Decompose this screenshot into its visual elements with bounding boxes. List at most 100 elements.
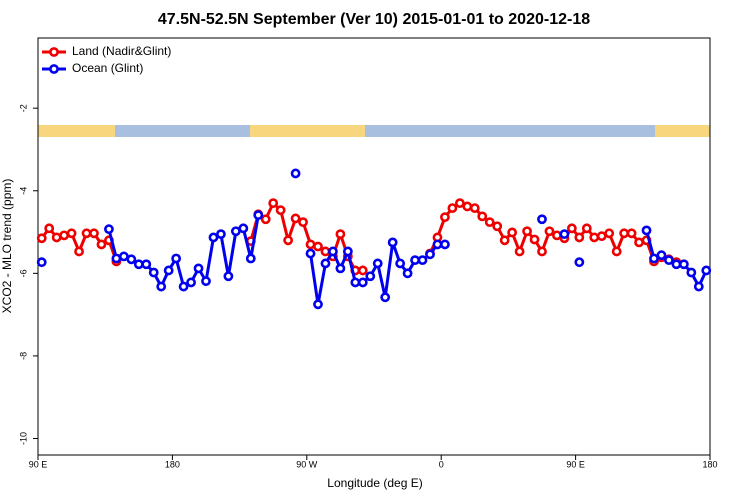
data-point: [305, 239, 316, 250]
data-point: [634, 237, 644, 248]
data-point: [36, 233, 47, 244]
data-point: [290, 168, 301, 179]
data-point: [664, 255, 674, 266]
data-point: [193, 263, 204, 274]
data-point: [275, 205, 286, 216]
x-tick-label: 0: [439, 459, 444, 469]
data-point: [477, 211, 488, 222]
data-point: [649, 253, 659, 264]
data-point: [686, 267, 697, 278]
data-point: [253, 210, 264, 221]
data-point: [499, 235, 510, 246]
series-line: [107, 214, 708, 305]
data-point: [44, 223, 55, 234]
data-point: [372, 258, 383, 269]
data-point: [514, 246, 525, 257]
data-point: [425, 249, 435, 260]
data-point: [148, 267, 159, 278]
data-point: [566, 223, 577, 234]
data-point: [454, 198, 465, 209]
data-point: [141, 259, 152, 270]
data-point: [589, 232, 600, 243]
data-point: [440, 239, 450, 250]
data-point: [395, 258, 406, 269]
data-point: [701, 265, 712, 276]
data-point: [596, 231, 607, 242]
data-point: [447, 203, 458, 214]
data-point: [290, 213, 301, 224]
x-tick-label: 180: [702, 459, 717, 469]
y-tick-label: -8: [18, 352, 28, 360]
data-point: [544, 226, 555, 237]
ocean-band: [38, 125, 710, 137]
data-point: [417, 255, 428, 266]
y-tick-label: -6: [18, 269, 28, 277]
chart-title: 47.5N-52.5N September (Ver 10) 2015-01-0…: [158, 11, 590, 28]
data-point: [51, 232, 62, 243]
data-point: [186, 277, 196, 288]
data-point: [440, 212, 450, 223]
data-point: [66, 228, 77, 239]
data-point: [611, 246, 622, 257]
x-tick-label: 90 W: [296, 459, 318, 469]
data-point: [693, 281, 704, 292]
data-point: [574, 232, 585, 243]
data-point: [678, 259, 689, 270]
data-point: [492, 221, 503, 232]
data-point: [335, 263, 346, 274]
data-point: [320, 246, 331, 257]
legend-marker: [49, 64, 59, 74]
data-point: [357, 265, 368, 276]
data-point: [619, 228, 630, 239]
data-point: [126, 254, 137, 265]
data-point: [335, 229, 346, 240]
data-point: [298, 217, 308, 228]
data-point: [305, 248, 316, 259]
y-tick-label: -10: [18, 432, 28, 445]
legend-marker: [49, 47, 59, 57]
data-point: [410, 255, 420, 266]
data-point: [59, 230, 70, 241]
land-band: [38, 125, 115, 137]
data-point: [537, 246, 547, 257]
data-point: [507, 227, 518, 238]
data-point: [350, 277, 361, 288]
data-point: [268, 198, 279, 209]
data-point: [74, 246, 84, 257]
data-point: [201, 276, 211, 287]
land-band: [655, 125, 710, 137]
land-band: [250, 125, 365, 137]
data-point: [432, 239, 443, 250]
data-point: [163, 265, 174, 276]
data-point: [522, 226, 532, 237]
data-point: [552, 230, 562, 241]
data-point: [133, 259, 144, 270]
legend-label: Land (Nadir&Glint): [72, 44, 171, 58]
x-tick-label: 90 E: [29, 459, 48, 469]
y-axis-label: XCO2 - MLO trend (ppm): [0, 179, 14, 314]
x-axis-label: Longitude (deg E): [327, 476, 422, 490]
x-tick-label: 180: [165, 459, 180, 469]
data-point: [260, 214, 271, 225]
legend-label: Ocean (Glint): [72, 61, 143, 75]
data-point: [357, 277, 368, 288]
data-point: [328, 246, 338, 257]
data-point: [537, 214, 547, 225]
data-point: [313, 241, 323, 252]
data-point: [656, 250, 667, 261]
data-point: [402, 268, 413, 279]
data-point: [380, 292, 391, 303]
data-point: [641, 225, 652, 236]
data-point: [313, 299, 323, 310]
data-point: [604, 228, 615, 239]
data-point: [81, 228, 92, 239]
x-tick-label: 90 E: [566, 459, 585, 469]
data-point: [245, 253, 256, 264]
data-point: [156, 281, 167, 292]
data-point: [626, 228, 637, 239]
data-point: [342, 246, 353, 257]
data-point: [484, 217, 495, 228]
data-point: [118, 251, 129, 262]
data-point: [178, 281, 189, 292]
